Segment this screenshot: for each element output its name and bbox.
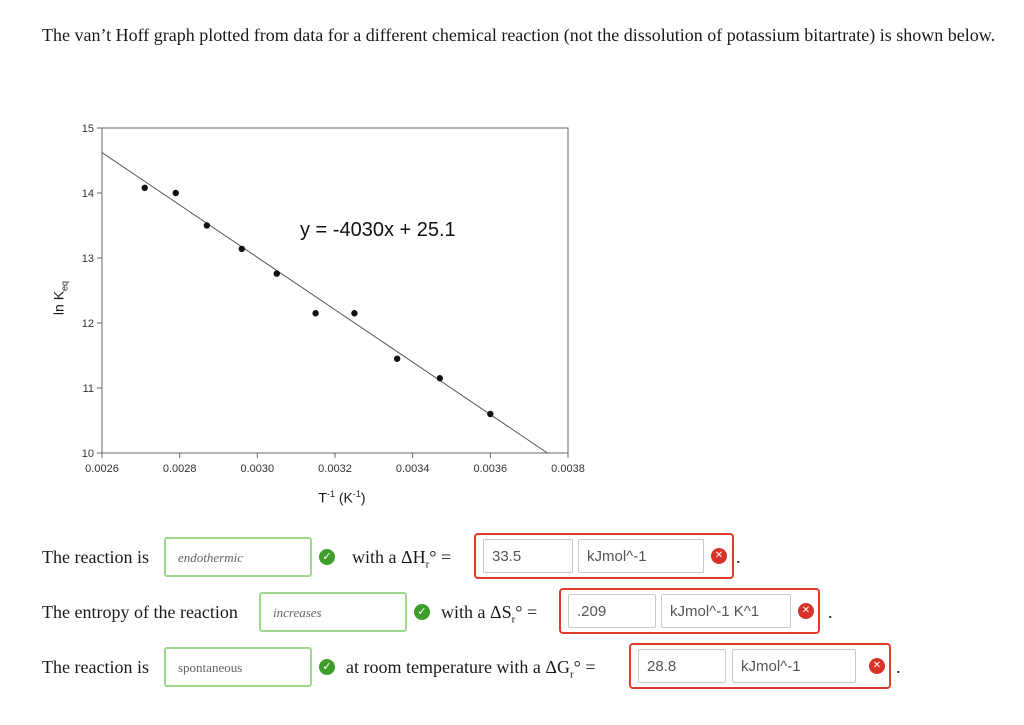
y-tick-label: 14 [82,188,94,200]
x-tick-label: 0.0026 [85,463,119,475]
row-end: . [896,657,901,677]
question-intro: The van’t Hoff graph plotted from data f… [42,25,996,45]
x-axis-label: T-1 (K-1) [318,489,366,506]
vant-hoff-chart: 0.0026 0.0028 0.0030 0.0032 0.0034 0.0036 0.00… [50,123,585,506]
y-tick-label: 11 [83,383,94,395]
y-tick-label: 12 [82,318,94,330]
spontaneity-answer[interactable]: spontaneous [164,647,312,687]
spontaneity-row: The reaction is spontaneous ✓ at room te… [0,643,1024,697]
check-icon: ✓ [319,659,335,675]
data-point [351,310,358,317]
data-point [436,375,444,382]
row-connector: with a ΔSr° = [441,602,538,626]
input-value: .209 [577,603,607,620]
plot-area-frame [101,127,569,454]
row-prefix: The reaction is [42,547,149,567]
x-icon: ✕ [869,658,885,674]
enthalpy-answer-group: 33.5 kJmol^-1 ✕ [474,533,734,579]
entropy-row: The entropy of the reaction increases ✓ … [0,588,1024,642]
data-point [203,222,211,229]
x-tick-label: 0.0028 [163,463,197,475]
x-tick-label: 0.0032 [318,463,352,475]
input-value: kJmol^-1 [587,548,647,565]
input-value: kJmol^-1 K^1 [670,603,760,620]
data-point [238,245,245,253]
row-connector: with a ΔHr° = [352,547,452,571]
trendline [101,152,548,454]
free-energy-unit-input[interactable]: kJmol^-1 [732,649,856,683]
row-prefix: The entropy of the reaction [42,602,238,622]
reaction-type-answer[interactable]: endothermic [164,537,312,577]
y-axis-label: ln Keq [50,280,70,316]
data-point [312,310,319,317]
y-tick-label: 13 [82,253,94,265]
row-connector: at room temperature with a ΔGr° = [346,657,596,681]
data-point [273,270,280,277]
x-tick-label: 0.0038 [551,463,585,475]
check-icon: ✓ [414,604,430,620]
entropy-change-answer[interactable]: increases [259,592,407,632]
data-point [487,410,494,418]
x-icon: ✕ [798,603,814,619]
row-prefix: The reaction is [42,657,149,677]
enthalpy-unit-input[interactable]: kJmol^-1 [578,539,704,573]
y-tick-label: 15 [82,123,94,135]
x-tick-label: 0.0036 [474,463,508,475]
x-icon: ✕ [711,548,727,564]
entropy-value-input[interactable]: .209 [568,594,656,628]
trendline-equation: y = -4030x + 25.1 [300,219,456,241]
check-icon: ✓ [319,549,335,565]
answer-value: endothermic [178,550,243,565]
entropy-answer-group: .209 kJmol^-1 K^1 ✕ [559,588,820,634]
row-end: . [828,602,833,622]
chart-svg: 0.0026 0.0028 0.0030 0.0032 0.0034 0.0036 0.00… [82,123,585,475]
data-point [393,355,401,362]
input-value: kJmol^-1 [741,658,801,675]
x-tick-label: 0.0030 [241,463,275,475]
x-tick-label: 0.0034 [396,463,430,475]
enthalpy-value-input[interactable]: 33.5 [483,539,573,573]
data-point [172,189,179,197]
answer-value: spontaneous [178,660,243,675]
input-value: 33.5 [492,548,522,565]
reaction-type-row: The reaction is endothermic ✓ with a ΔHr… [0,533,1024,587]
free-energy-answer-group: 28.8 kJmol^-1 ✕ [629,643,891,689]
y-tick-label: 10 [82,448,94,460]
input-value: 28.8 [647,658,677,675]
entropy-unit-input[interactable]: kJmol^-1 K^1 [661,594,791,628]
data-point [141,184,148,191]
free-energy-value-input[interactable]: 28.8 [638,649,726,683]
answer-value: increases [273,605,322,620]
row-end: . [736,547,741,567]
